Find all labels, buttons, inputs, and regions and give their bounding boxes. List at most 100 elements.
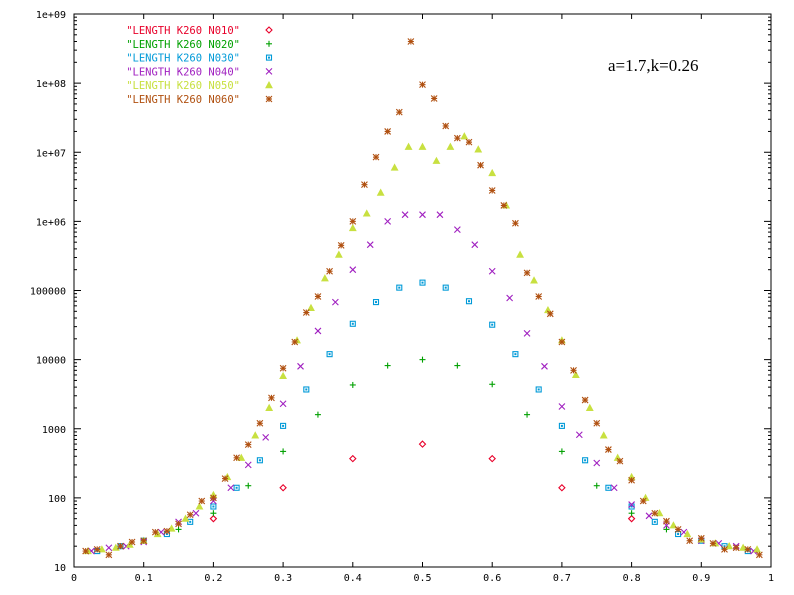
data-point <box>585 403 594 411</box>
legend-label: "LENGTH K260 N030" <box>126 53 240 65</box>
data-point <box>262 433 270 441</box>
data-point <box>686 537 694 545</box>
data-point <box>291 338 299 346</box>
data-point <box>297 362 304 370</box>
data-point <box>244 461 252 469</box>
data-point <box>488 454 496 463</box>
data-point <box>655 509 664 517</box>
data-point <box>755 551 763 559</box>
data-point <box>721 545 728 553</box>
x-tick-label: 0 <box>71 573 77 584</box>
data-point <box>465 298 473 305</box>
data-point <box>384 217 392 225</box>
legend-marker <box>265 81 273 89</box>
data-point <box>613 453 622 461</box>
data-point <box>128 538 136 546</box>
data-point <box>244 441 252 448</box>
data-point <box>97 545 106 553</box>
series-2 <box>175 356 670 533</box>
x-tick-label: 0.3 <box>274 573 292 584</box>
data-point <box>488 168 497 177</box>
data-point <box>663 517 670 525</box>
data-point <box>279 364 287 372</box>
data-point <box>610 484 618 492</box>
data-point <box>488 267 496 275</box>
data-point <box>546 310 554 318</box>
data-point <box>628 501 635 508</box>
x-tick-label: 0.4 <box>344 573 362 584</box>
data-point <box>163 527 171 535</box>
data-point <box>744 545 752 553</box>
data-point <box>210 497 217 505</box>
legend-label: "LENGTH K260 N040" <box>126 66 240 78</box>
data-point <box>366 241 374 249</box>
data-point <box>251 431 260 439</box>
y-tick-label: 1000 <box>42 425 66 436</box>
data-point <box>349 320 356 327</box>
data-point <box>167 524 176 532</box>
data-point <box>326 267 333 275</box>
data-point <box>395 108 403 116</box>
data-point <box>663 526 670 533</box>
data-point <box>221 475 229 482</box>
data-point <box>477 161 484 169</box>
data-point <box>314 293 322 300</box>
data-point <box>314 411 321 418</box>
data-point <box>280 422 287 429</box>
data-point <box>516 250 525 258</box>
data-point <box>245 482 252 489</box>
data-point <box>523 329 531 337</box>
data-point <box>93 545 101 553</box>
data-point <box>474 145 483 153</box>
data-point <box>544 305 552 314</box>
data-point <box>279 483 287 492</box>
data-point <box>651 518 658 525</box>
series-1 <box>209 440 636 523</box>
data-point <box>210 503 217 510</box>
data-point <box>209 514 218 523</box>
data-point <box>645 512 653 520</box>
data-point <box>175 520 182 528</box>
data-point <box>669 521 678 529</box>
data-point <box>446 142 455 150</box>
y-tick-label: 10 <box>54 563 66 574</box>
data-point <box>349 266 357 274</box>
data-point <box>454 362 461 369</box>
data-point <box>442 284 449 291</box>
legend-label: "LENGTH K260 N060" <box>126 94 240 106</box>
data-point <box>307 303 315 311</box>
data-point <box>419 81 426 89</box>
data-point <box>372 299 380 306</box>
data-point <box>314 327 322 335</box>
axes: 0 0.1 0.2 0.3 0.4 0.5 0.6 0.7 0.8 0.9 1 10 100 1000 10… <box>30 10 774 584</box>
data-point <box>195 502 204 510</box>
data-point <box>471 241 479 249</box>
data-point <box>326 351 333 358</box>
data-point <box>442 122 450 130</box>
data-point <box>460 132 469 140</box>
data-point <box>432 156 441 164</box>
data-point <box>320 274 329 282</box>
data-point <box>265 403 274 411</box>
data-point <box>488 187 496 194</box>
data-point <box>279 371 288 380</box>
data-point <box>105 551 113 559</box>
x-tick-label: 0.1 <box>135 573 153 584</box>
y-tick-label: 1e+06 <box>36 217 66 228</box>
data-point <box>302 309 310 316</box>
data-point <box>732 544 740 552</box>
data-point <box>436 211 444 219</box>
data-point <box>334 250 343 258</box>
data-point <box>268 394 275 402</box>
data-point <box>233 454 240 462</box>
data-point <box>558 338 566 346</box>
data-point <box>396 284 403 291</box>
data-point <box>628 510 635 517</box>
data-point <box>725 542 734 550</box>
data-point <box>401 211 409 219</box>
x-tick-label: 0.2 <box>204 573 222 584</box>
data-point <box>117 542 124 550</box>
y-tick-label: 1e+09 <box>36 10 66 21</box>
data-point <box>237 453 246 461</box>
